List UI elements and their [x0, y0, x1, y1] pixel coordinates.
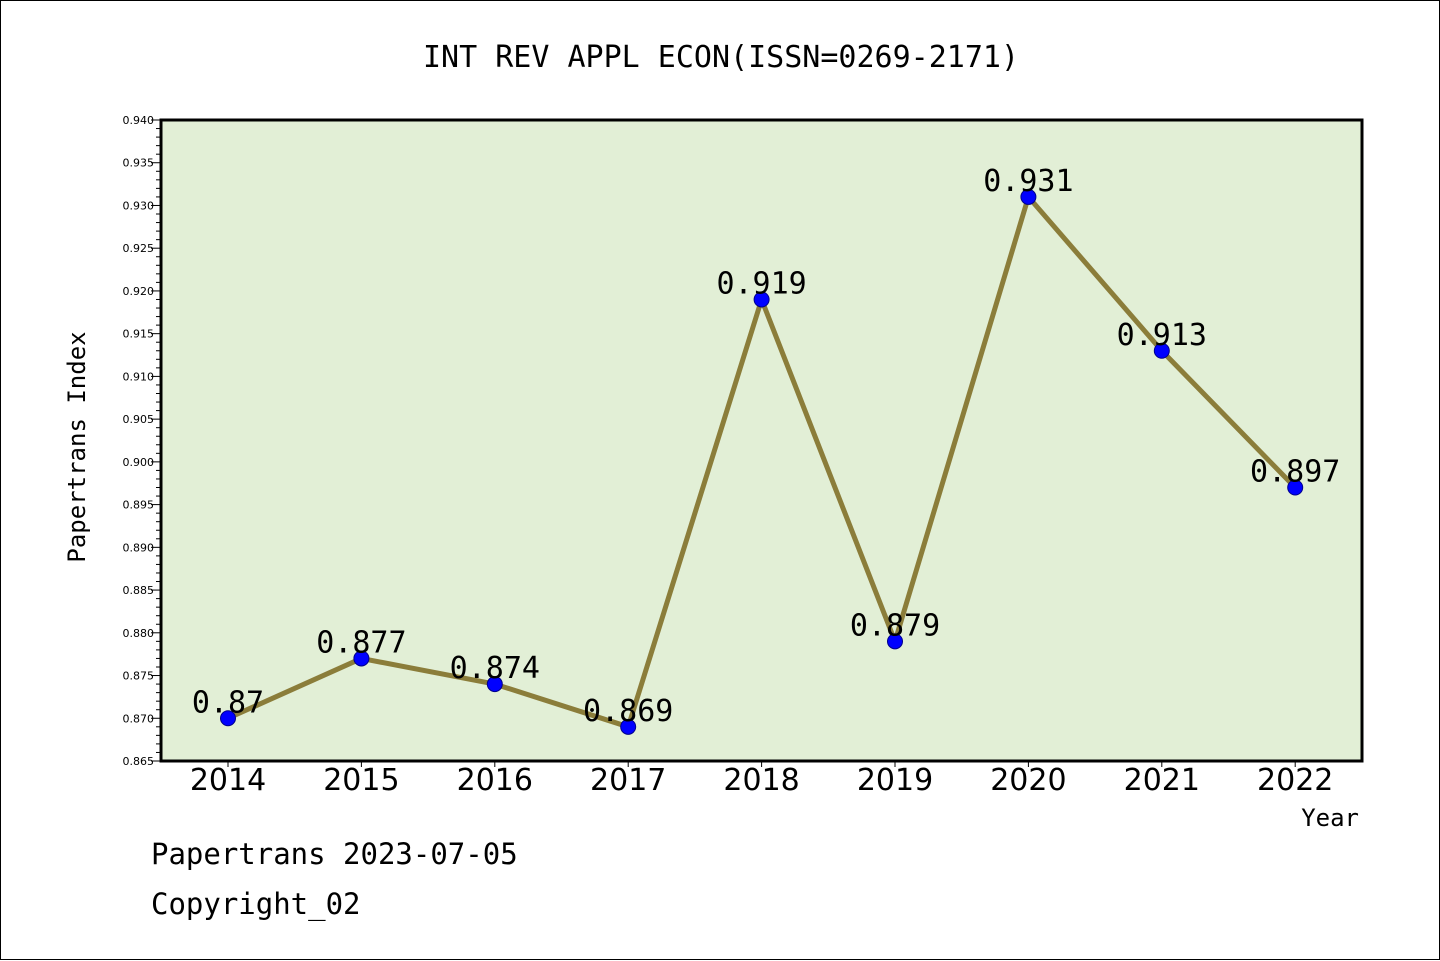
footer-date: Papertrans 2023-07-05	[151, 837, 518, 871]
x-axis-label: Year	[1301, 804, 1359, 832]
data-label: 0.919	[716, 266, 806, 301]
y-tick-label: 0.920	[123, 285, 155, 298]
data-point	[1153, 342, 1170, 359]
x-tick-label: 2015	[323, 763, 399, 798]
data-label: 0.877	[316, 625, 406, 660]
y-axis-label: Papertrans Index	[63, 331, 91, 562]
y-tick-label: 0.890	[123, 541, 155, 554]
y-axis: 0.865 0.870 0.875 0.880 0.885 0.890 0.895 0.900…	[123, 114, 161, 768]
data-label: 0.879	[850, 608, 940, 643]
y-tick-label: 0.900	[123, 456, 155, 469]
data-label: 0.897	[1250, 455, 1340, 490]
footer-copyright: Copyright_02	[151, 887, 361, 921]
data-label: 0.87	[192, 685, 264, 720]
series-group: 0.87 0.877 0.874 0.869 0.919 0.879 0.931 0.913 0…	[192, 164, 1340, 735]
x-tick-label: 2021	[1124, 763, 1200, 798]
data-label: 0.874	[450, 651, 540, 686]
data-point	[887, 633, 903, 650]
x-tick-label: 2019	[857, 763, 933, 798]
data-point	[353, 650, 370, 667]
x-tick-label: 2016	[457, 763, 533, 798]
data-point	[1020, 188, 1037, 205]
y-tick-label: 0.935	[123, 157, 155, 170]
y-tick-label: 0.910	[123, 370, 155, 383]
y-tick-label: 0.905	[123, 413, 155, 426]
data-label: 0.913	[1117, 318, 1207, 353]
y-tick-label: 0.875	[123, 670, 155, 683]
y-tick-label: 0.925	[123, 242, 155, 255]
x-tick-label: 2018	[723, 763, 799, 798]
data-point	[220, 710, 236, 727]
x-tick-label: 2022	[1257, 763, 1333, 798]
y-tick-label: 0.930	[123, 199, 155, 212]
x-tick-label: 2017	[590, 763, 666, 798]
y-tick-label: 0.870	[123, 712, 155, 725]
y-tick-label: 0.940	[123, 114, 155, 127]
data-point	[486, 676, 503, 693]
y-tick-label: 0.885	[123, 584, 155, 597]
y-tick-label: 0.880	[123, 627, 155, 640]
x-tick-label: 2020	[990, 763, 1066, 798]
data-point	[620, 718, 637, 735]
x-tick-label: 2014	[190, 763, 266, 798]
x-axis: 2014 2015 2016 2017 2018 2019 2020 2021 2022	[190, 761, 1333, 798]
data-label: 0.931	[983, 164, 1073, 199]
data-label: 0.869	[583, 694, 673, 729]
data-point	[753, 291, 770, 308]
y-tick-label: 0.895	[123, 499, 155, 512]
y-tick-label: 0.865	[123, 755, 155, 768]
chart-title: INT REV APPL ECON(ISSN=0269-2171)	[423, 40, 1019, 75]
y-tick-label: 0.915	[123, 328, 155, 341]
data-point	[1287, 479, 1304, 496]
